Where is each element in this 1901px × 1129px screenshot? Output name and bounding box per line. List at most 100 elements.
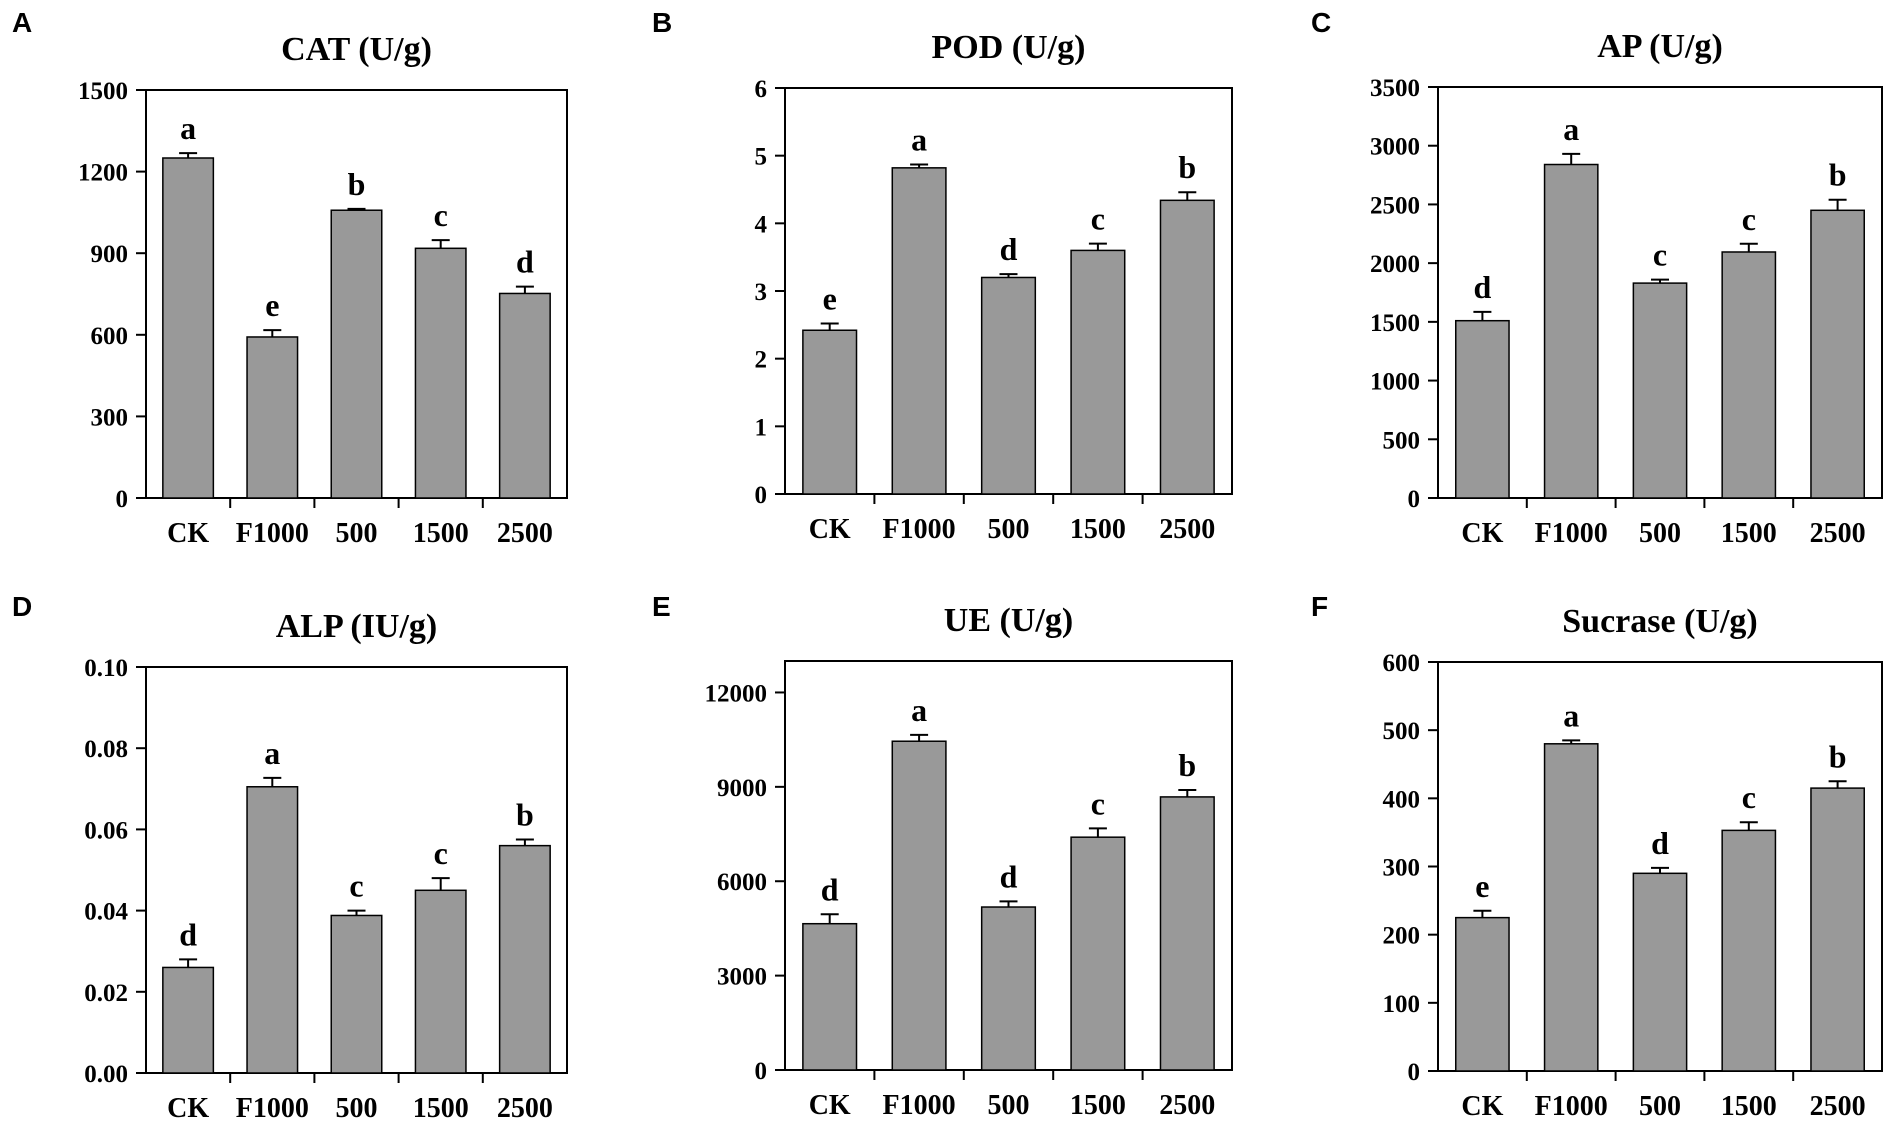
bar	[1810, 209, 1865, 499]
significance-label: d	[1000, 231, 1018, 267]
bar	[1070, 836, 1126, 1071]
bar	[980, 906, 1037, 1071]
x-tick-label: 1500	[413, 518, 469, 549]
significance-label: a	[1563, 111, 1579, 147]
significance-label: c	[1091, 785, 1105, 821]
bar	[1159, 796, 1215, 1071]
y-tick-label: 0	[755, 482, 768, 509]
y-tick-label: 6000	[717, 869, 767, 896]
significance-label: c	[1653, 237, 1667, 273]
x-tick-label: 500	[988, 514, 1030, 545]
chart-panel-f: F Sucrase (U/g) 0 100 200 300 400 500 600 e CK a F10…	[1311, 591, 1883, 1122]
x-tick-label: 2500	[497, 518, 553, 549]
x-tick-label: 1500	[1070, 514, 1126, 545]
bar	[498, 292, 551, 499]
y-tick-label: 600	[1383, 650, 1421, 677]
y-tick-label: 0.06	[84, 817, 128, 844]
significance-label: c	[434, 835, 448, 871]
x-tick-label: F1000	[883, 1090, 956, 1121]
x-tick-label: CK	[1461, 1091, 1503, 1122]
x-tick-label: CK	[167, 1093, 209, 1124]
x-tick-label: F1000	[236, 1093, 309, 1124]
bar	[1543, 163, 1599, 499]
x-tick-label: 2500	[497, 1093, 553, 1124]
bar	[1543, 743, 1599, 1072]
significance-label: b	[348, 166, 366, 202]
significance-label: c	[1091, 201, 1105, 237]
bar	[802, 329, 858, 495]
y-tick-label: 500	[1383, 718, 1421, 745]
bar	[162, 966, 215, 1074]
significance-label: d	[179, 916, 197, 952]
panel-label: C	[1311, 7, 1331, 38]
y-tick-label: 3500	[1370, 75, 1420, 102]
bar	[414, 889, 467, 1074]
x-tick-label: 500	[336, 518, 378, 549]
significance-label: a	[264, 735, 280, 771]
x-tick-label: 500	[336, 1093, 378, 1124]
significance-label: a	[1563, 697, 1579, 733]
y-tick-label: 0	[116, 486, 129, 513]
bar	[414, 247, 467, 499]
x-tick-label: F1000	[883, 514, 956, 545]
bar	[891, 740, 947, 1071]
x-tick-label: 500	[1639, 1091, 1681, 1122]
y-tick-label: 12000	[705, 680, 768, 707]
bar	[1810, 787, 1865, 1072]
bar	[246, 786, 299, 1074]
significance-label: b	[516, 797, 534, 833]
x-tick-label: 500	[1639, 518, 1681, 549]
bar	[1632, 282, 1688, 499]
bar	[1455, 319, 1510, 499]
x-tick-label: CK	[1461, 518, 1503, 549]
significance-label: a	[911, 121, 927, 157]
y-tick-label: 300	[91, 404, 129, 431]
chart-panel-e: E UE (U/g) 0 3000 6000 9000 12000 d CK a F1000 d 500…	[652, 591, 1233, 1121]
y-tick-label: 300	[1383, 855, 1421, 882]
significance-label: c	[434, 197, 448, 233]
panel-label: A	[12, 7, 32, 38]
panel-label: F	[1311, 591, 1328, 622]
chart-title: Sucrase (U/g)	[1562, 603, 1757, 640]
chart-title: UE (U/g)	[944, 602, 1073, 639]
y-tick-label: 100	[1383, 991, 1421, 1018]
y-tick-label: 4	[755, 211, 768, 238]
bar	[246, 336, 299, 499]
y-tick-label: 3	[755, 279, 768, 306]
y-tick-label: 0.00	[84, 1061, 128, 1088]
y-tick-label: 200	[1383, 923, 1421, 950]
y-tick-label: 1	[755, 414, 768, 441]
y-tick-label: 9000	[717, 775, 767, 802]
significance-label: d	[1000, 858, 1018, 894]
significance-label: d	[516, 244, 534, 280]
y-tick-label: 600	[91, 323, 129, 350]
bar	[162, 157, 215, 499]
y-tick-label: 0	[1408, 1059, 1421, 1086]
x-tick-label: CK	[167, 518, 209, 549]
bar	[1070, 249, 1126, 495]
y-tick-label: 400	[1383, 786, 1421, 813]
panel-label: D	[12, 591, 32, 622]
significance-label: c	[1742, 779, 1756, 815]
bar	[1632, 872, 1688, 1072]
y-tick-label: 900	[91, 241, 129, 268]
panel-label: B	[652, 7, 672, 38]
x-tick-label: F1000	[1535, 1091, 1608, 1122]
y-tick-label: 0.02	[84, 980, 128, 1007]
bar	[980, 276, 1037, 495]
significance-label: d	[821, 871, 839, 907]
significance-label: c	[349, 868, 363, 904]
x-tick-label: 2500	[1810, 1091, 1866, 1122]
y-tick-label: 0.10	[84, 655, 128, 682]
x-tick-label: 500	[988, 1090, 1030, 1121]
significance-label: a	[911, 692, 927, 728]
y-tick-label: 1500	[1370, 310, 1420, 337]
significance-label: b	[1829, 157, 1847, 193]
bar	[802, 922, 858, 1071]
significance-label: c	[1742, 201, 1756, 237]
bar	[1721, 251, 1777, 499]
x-tick-label: 1500	[1070, 1090, 1126, 1121]
y-tick-label: 0	[1408, 486, 1421, 513]
bar	[330, 209, 383, 499]
significance-label: d	[1474, 269, 1492, 305]
